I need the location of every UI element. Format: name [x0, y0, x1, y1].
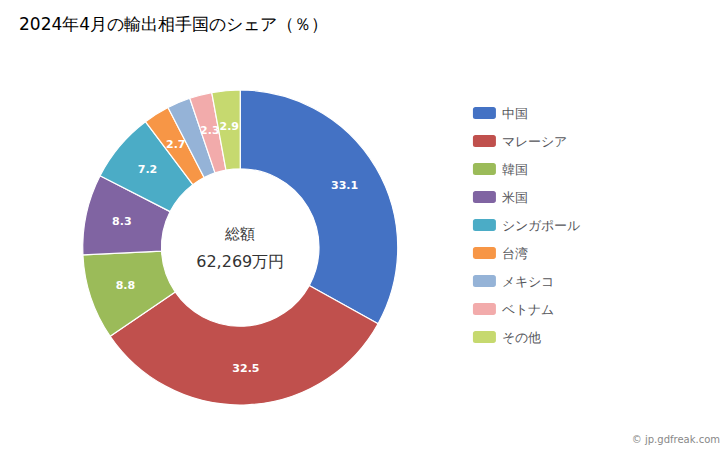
svg-text:米国: 米国 [502, 190, 528, 205]
svg-text:62,269万円: 62,269万円 [196, 252, 284, 271]
svg-text:その他: その他 [502, 330, 541, 345]
svg-text:シンガポール: シンガポール [502, 218, 580, 233]
svg-text:中国: 中国 [502, 106, 528, 121]
svg-text:32.5: 32.5 [232, 362, 259, 375]
svg-text:2.3: 2.3 [200, 124, 220, 137]
svg-text:ベトナム: ベトナム [502, 302, 554, 317]
svg-text:2.7: 2.7 [166, 138, 186, 151]
svg-text:8.3: 8.3 [112, 215, 132, 228]
svg-text:台湾: 台湾 [502, 246, 528, 261]
svg-text:韓国: 韓国 [502, 162, 528, 177]
svg-text:総額: 総額 [224, 225, 255, 243]
svg-text:33.1: 33.1 [331, 179, 358, 192]
svg-text:7.2: 7.2 [138, 163, 158, 176]
svg-text:8.8: 8.8 [116, 279, 136, 292]
svg-text:2.9: 2.9 [219, 120, 239, 133]
svg-text:2024年4月の輸出相手国のシェア（％）: 2024年4月の輸出相手国のシェア（％） [19, 14, 328, 34]
svg-text:メキシコ: メキシコ [502, 274, 554, 289]
svg-text:© jp.gdfreak.com: © jp.gdfreak.com [632, 434, 720, 445]
svg-text:マレーシア: マレーシア [502, 134, 567, 149]
